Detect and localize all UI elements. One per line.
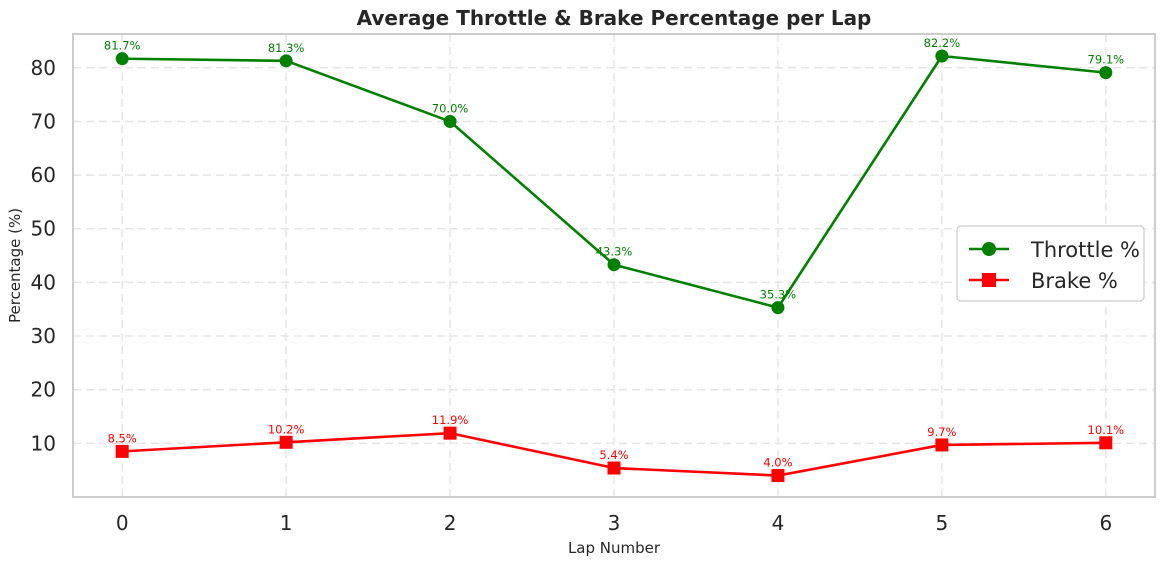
data-point-marker: [1099, 66, 1113, 80]
data-label: 10.2%: [268, 422, 305, 436]
y-tick-label: 70: [31, 109, 56, 133]
data-label: 79.1%: [1088, 53, 1125, 67]
data-label: 81.3%: [268, 41, 305, 55]
data-label: 70.0%: [432, 101, 469, 115]
x-tick-label: 2: [444, 511, 457, 535]
tick-labels: 10 20 30 40 50 60 70 80 0 1 2 3 4 5 6: [31, 56, 1113, 535]
data-point-marker: [607, 258, 621, 272]
legend-marker-square: [982, 273, 996, 287]
data-point-marker: [1099, 436, 1113, 450]
data-point-marker: [607, 461, 621, 475]
y-tick-label: 40: [31, 270, 56, 294]
y-tick-label: 80: [31, 56, 56, 80]
data-label: 35.3%: [760, 288, 797, 302]
y-tick-label: 30: [31, 324, 56, 348]
x-tick-label: 6: [1099, 511, 1112, 535]
y-tick-label: 10: [31, 431, 56, 455]
data-point-marker: [935, 49, 949, 63]
data-point-marker: [771, 301, 785, 315]
data-label: 5.4%: [599, 448, 628, 462]
data-point-marker: [771, 469, 785, 483]
data-labels: 81.7% 81.3% 70.0% 43.3% 35.3% 82.2% 79.1% 8.5% 1…: [104, 36, 1124, 470]
y-tick-label: 60: [31, 163, 56, 187]
y-axis-title: Percentage (%): [6, 208, 24, 323]
data-label: 43.3%: [596, 245, 633, 259]
x-tick-label: 1: [280, 511, 293, 535]
data-point-marker: [115, 444, 129, 458]
data-point-marker: [115, 52, 129, 66]
legend-box: [956, 225, 1145, 302]
x-tick-label: 0: [116, 511, 129, 535]
data-point-marker: [443, 114, 457, 128]
data-point-marker: [443, 426, 457, 440]
data-label: 10.1%: [1088, 423, 1125, 437]
data-point-marker: [279, 54, 293, 68]
legend-label: Throttle %: [1030, 238, 1140, 262]
x-tick-label: 5: [936, 511, 949, 535]
data-label: 11.9%: [432, 413, 469, 427]
y-tick-label: 20: [31, 378, 56, 402]
data-label: 81.7%: [104, 39, 141, 53]
data-label: 82.2%: [924, 36, 961, 50]
chart-title: Average Throttle & Brake Percentage per …: [357, 6, 872, 30]
data-point-marker: [279, 435, 293, 449]
y-tick-label: 50: [31, 217, 56, 241]
data-point-marker: [935, 438, 949, 452]
legend: Throttle % Brake %: [956, 225, 1145, 302]
x-tick-label: 3: [608, 511, 621, 535]
data-label: 9.7%: [927, 425, 956, 439]
legend-label: Brake %: [1031, 269, 1118, 293]
legend-marker-circle: [982, 242, 996, 256]
legend-items: Throttle % Brake %: [969, 238, 1140, 293]
series-group: [115, 49, 1113, 483]
plot-frame: [72, 33, 1156, 498]
data-label: 8.5%: [108, 431, 137, 445]
x-tick-label: 4: [772, 511, 785, 535]
data-label: 4.0%: [763, 456, 792, 470]
x-axis-title: Lap Number: [568, 539, 661, 557]
